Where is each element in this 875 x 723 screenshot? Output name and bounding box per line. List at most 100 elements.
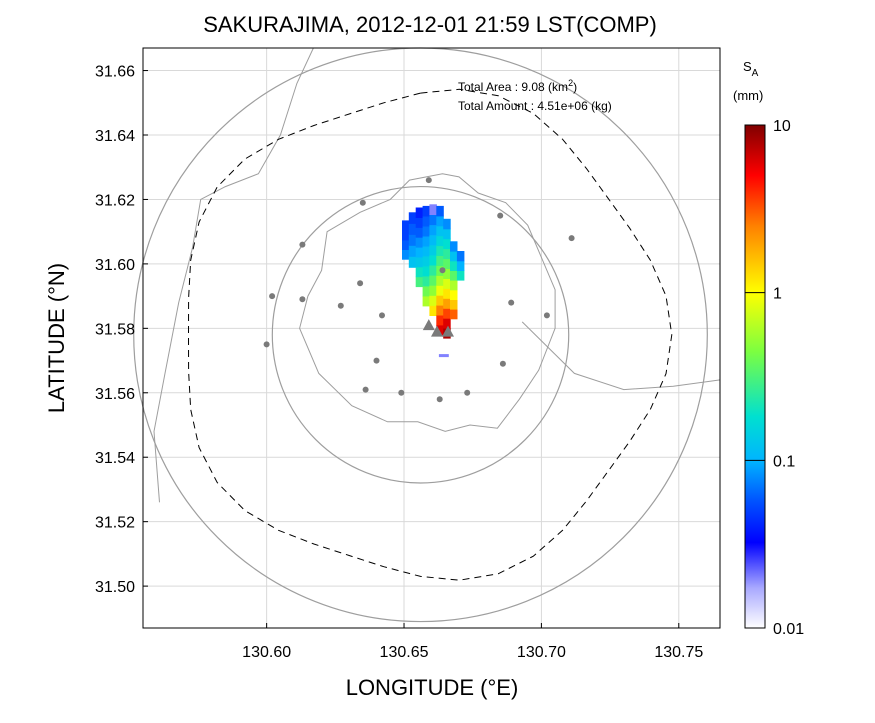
- dashed-boundary: [187, 88, 673, 581]
- station-marker: [436, 396, 443, 403]
- ash-cell: [422, 295, 431, 307]
- ash-cell: [443, 218, 451, 230]
- ash-cell: [436, 305, 444, 316]
- total-area-label: Total Area : 9.08 (km: [458, 80, 568, 94]
- total-area-superscript: 2: [568, 78, 573, 88]
- colorbar-gradient: [744, 124, 766, 629]
- ash-cell: [443, 298, 451, 309]
- colorbar-title-main: S: [743, 59, 752, 74]
- ash-cell: [443, 248, 451, 260]
- y-tick-label: 31.60: [95, 257, 135, 274]
- y-tick-label: 31.56: [95, 386, 135, 403]
- ash-cell: [429, 275, 437, 286]
- ash-cell: [402, 249, 410, 260]
- station-marker: [373, 357, 380, 364]
- island-coastline: [299, 173, 556, 432]
- ash-cell: [429, 295, 437, 306]
- ash-cell: [408, 223, 417, 235]
- station-marker: [439, 267, 446, 274]
- ash-cell: [422, 265, 431, 277]
- station-marker: [543, 312, 550, 319]
- ash-cell: [436, 225, 444, 237]
- ash-cell: [443, 318, 451, 329]
- ash-cell: [402, 220, 410, 231]
- ash-cell: [436, 245, 444, 256]
- ash-cell: [415, 247, 424, 258]
- colorbar-tick-label: 0.01: [773, 621, 804, 638]
- ash-cell: [436, 275, 444, 286]
- chart-title: SAKURAJIMA, 2012-12-01 21:59 LST(COMP): [203, 12, 657, 37]
- plot-area: [133, 47, 721, 629]
- ash-cell: [415, 256, 424, 268]
- ash-cell: [450, 299, 458, 310]
- ash-cell: [422, 205, 431, 217]
- ash-cell: [429, 264, 437, 276]
- station-marker: [299, 296, 306, 303]
- ash-cell: [422, 255, 431, 267]
- ash-cell: [443, 238, 451, 250]
- vents: [422, 319, 454, 337]
- plot-frame: [142, 47, 721, 629]
- ash-cell: [415, 276, 424, 288]
- station-marker: [379, 312, 385, 319]
- y-tick-label: 31.66: [95, 64, 135, 81]
- ash-cell: [443, 278, 451, 289]
- colorbar-tick-label: 10: [773, 118, 791, 135]
- ash-cell: [429, 234, 437, 246]
- ash-cell: [450, 309, 458, 320]
- ash-cell: [429, 254, 437, 266]
- ash-cell: [436, 215, 444, 227]
- ash-cell: [415, 266, 424, 278]
- ash-cell: [450, 280, 458, 291]
- ash-cell: [443, 268, 451, 279]
- station-marker: [269, 293, 276, 300]
- ash-cell: [450, 289, 458, 300]
- ash-cell: [402, 230, 410, 241]
- ash-cell: [450, 241, 458, 252]
- ash-cell: [436, 235, 444, 247]
- vent-marker: [442, 325, 454, 337]
- total-amount-text: Total Amount : 4.51e+06 (kg): [458, 99, 612, 113]
- colorbar-tick-label: 0.1: [773, 453, 795, 470]
- ash-cell: [456, 251, 465, 262]
- station-marker: [464, 389, 471, 396]
- station-marker: [359, 199, 366, 206]
- y-axis-label: LATITUDE (°N): [44, 263, 69, 413]
- ash-cell: [436, 314, 444, 326]
- y-tick-label: 31.52: [95, 515, 135, 532]
- total-area-close: ): [573, 80, 577, 94]
- ash-cell: [436, 285, 444, 296]
- station-marker: [337, 302, 344, 309]
- y-tick-label: 31.62: [95, 192, 135, 209]
- ash-cell: [415, 217, 424, 228]
- ash-cell: [443, 308, 451, 319]
- x-axis-label: LONGITUDE (°E): [346, 675, 519, 700]
- y-tick-label: 31.50: [95, 579, 135, 596]
- ash-cell: [415, 237, 424, 248]
- ash-cell: [415, 207, 424, 218]
- ash-cell: [422, 245, 431, 257]
- ash-cell: [408, 245, 417, 257]
- ash-cell: [422, 275, 431, 287]
- range-circle: [271, 185, 570, 484]
- ash-cell: [408, 212, 417, 224]
- ash-cell: [429, 224, 437, 236]
- ash-cell: [429, 285, 437, 296]
- annotation: Total Area : 9.08 (km2) Total Amount : 4…: [458, 78, 612, 113]
- ash-cell: [402, 239, 410, 250]
- ash-cell: [436, 324, 444, 336]
- x-tick-label: 130.65: [380, 644, 429, 661]
- ash-cell: [429, 244, 437, 256]
- colorbar: SA (mm) 0.01 0.1 1 10: [733, 59, 804, 638]
- east-shore: [521, 321, 721, 391]
- colorbar-ticks: 0.01 0.1 1 10: [745, 118, 804, 638]
- ash-cell: [436, 255, 444, 266]
- ash-cell: [429, 305, 437, 316]
- colorbar-title: SA: [743, 59, 759, 79]
- ash-cell: [436, 295, 444, 306]
- y-tick-label: 31.64: [95, 128, 135, 145]
- ash-cell: [450, 251, 458, 262]
- colorbar-tick-label: 1: [773, 286, 782, 303]
- y-tick-label: 31.54: [95, 450, 135, 467]
